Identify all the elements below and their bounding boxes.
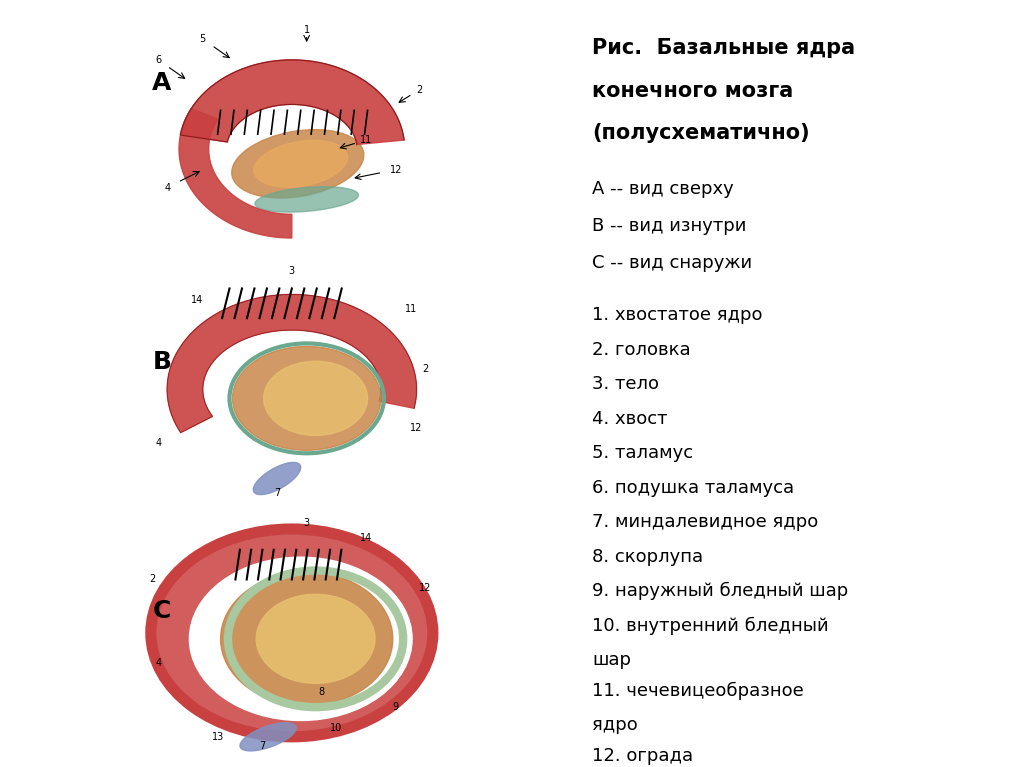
Text: 6: 6 bbox=[156, 55, 162, 65]
Text: конечного мозга: конечного мозга bbox=[593, 81, 794, 100]
Text: 7: 7 bbox=[259, 741, 265, 751]
Text: (полусхематично): (полусхематично) bbox=[593, 123, 810, 143]
Text: 2: 2 bbox=[422, 364, 429, 374]
Text: C: C bbox=[153, 599, 171, 623]
Text: 4: 4 bbox=[156, 438, 162, 448]
Text: 2: 2 bbox=[417, 84, 423, 94]
Ellipse shape bbox=[240, 723, 296, 751]
Ellipse shape bbox=[256, 594, 375, 683]
Text: 1: 1 bbox=[304, 25, 309, 35]
Ellipse shape bbox=[253, 463, 301, 495]
Polygon shape bbox=[179, 108, 292, 238]
Ellipse shape bbox=[254, 140, 348, 187]
Text: 14: 14 bbox=[190, 295, 203, 305]
Ellipse shape bbox=[255, 186, 358, 212]
Text: 12: 12 bbox=[389, 165, 402, 175]
Text: 6. подушка таламуса: 6. подушка таламуса bbox=[593, 479, 795, 496]
Text: Рис.  Базальные ядра: Рис. Базальные ядра bbox=[593, 38, 856, 58]
Text: 13: 13 bbox=[212, 732, 223, 742]
Text: 3. тело: 3. тело bbox=[593, 375, 659, 393]
Text: 8: 8 bbox=[318, 687, 325, 697]
Ellipse shape bbox=[151, 529, 433, 737]
Text: шар: шар bbox=[593, 651, 632, 669]
Text: 2: 2 bbox=[150, 574, 156, 584]
Text: 4. хвост: 4. хвост bbox=[593, 410, 668, 427]
Text: 3: 3 bbox=[304, 518, 309, 528]
Text: B: B bbox=[153, 350, 171, 374]
Text: 5: 5 bbox=[200, 34, 206, 44]
Text: В -- вид изнутри: В -- вид изнутри bbox=[593, 217, 746, 235]
Text: А -- вид сверху: А -- вид сверху bbox=[593, 180, 734, 198]
Text: С -- вид снаружи: С -- вид снаружи bbox=[593, 254, 753, 272]
Text: 12. ограда: 12. ограда bbox=[593, 747, 693, 765]
Ellipse shape bbox=[232, 347, 381, 450]
Text: 14: 14 bbox=[360, 533, 372, 543]
Text: 5. таламус: 5. таламус bbox=[593, 444, 693, 462]
Text: 7. миндалевидное ядро: 7. миндалевидное ядро bbox=[593, 513, 819, 531]
Text: 12: 12 bbox=[411, 423, 423, 433]
Text: 4: 4 bbox=[156, 657, 162, 667]
Text: 10. внутренний бледный: 10. внутренний бледный bbox=[593, 617, 829, 635]
Text: 1. хвостатое ядро: 1. хвостатое ядро bbox=[593, 306, 763, 324]
Text: 12: 12 bbox=[419, 584, 432, 594]
Text: 11. чечевицеобразное: 11. чечевицеобразное bbox=[593, 682, 804, 700]
Text: 7: 7 bbox=[273, 489, 281, 499]
Ellipse shape bbox=[231, 130, 364, 198]
Text: 9. наружный бледный шар: 9. наружный бледный шар bbox=[593, 582, 849, 601]
Text: 11: 11 bbox=[404, 304, 417, 314]
Polygon shape bbox=[180, 60, 404, 144]
Text: ядро: ядро bbox=[593, 716, 638, 734]
Text: 3: 3 bbox=[289, 265, 295, 275]
Text: 9: 9 bbox=[392, 702, 398, 712]
Text: 2. головка: 2. головка bbox=[593, 341, 691, 358]
Text: 10: 10 bbox=[331, 723, 342, 733]
Ellipse shape bbox=[189, 557, 412, 720]
Ellipse shape bbox=[220, 572, 393, 706]
Ellipse shape bbox=[263, 361, 368, 436]
Text: 11: 11 bbox=[360, 135, 372, 145]
Text: 4: 4 bbox=[164, 183, 170, 193]
Polygon shape bbox=[167, 295, 417, 433]
Text: 8. скорлупа: 8. скорлупа bbox=[593, 548, 703, 565]
Text: A: A bbox=[153, 71, 172, 94]
